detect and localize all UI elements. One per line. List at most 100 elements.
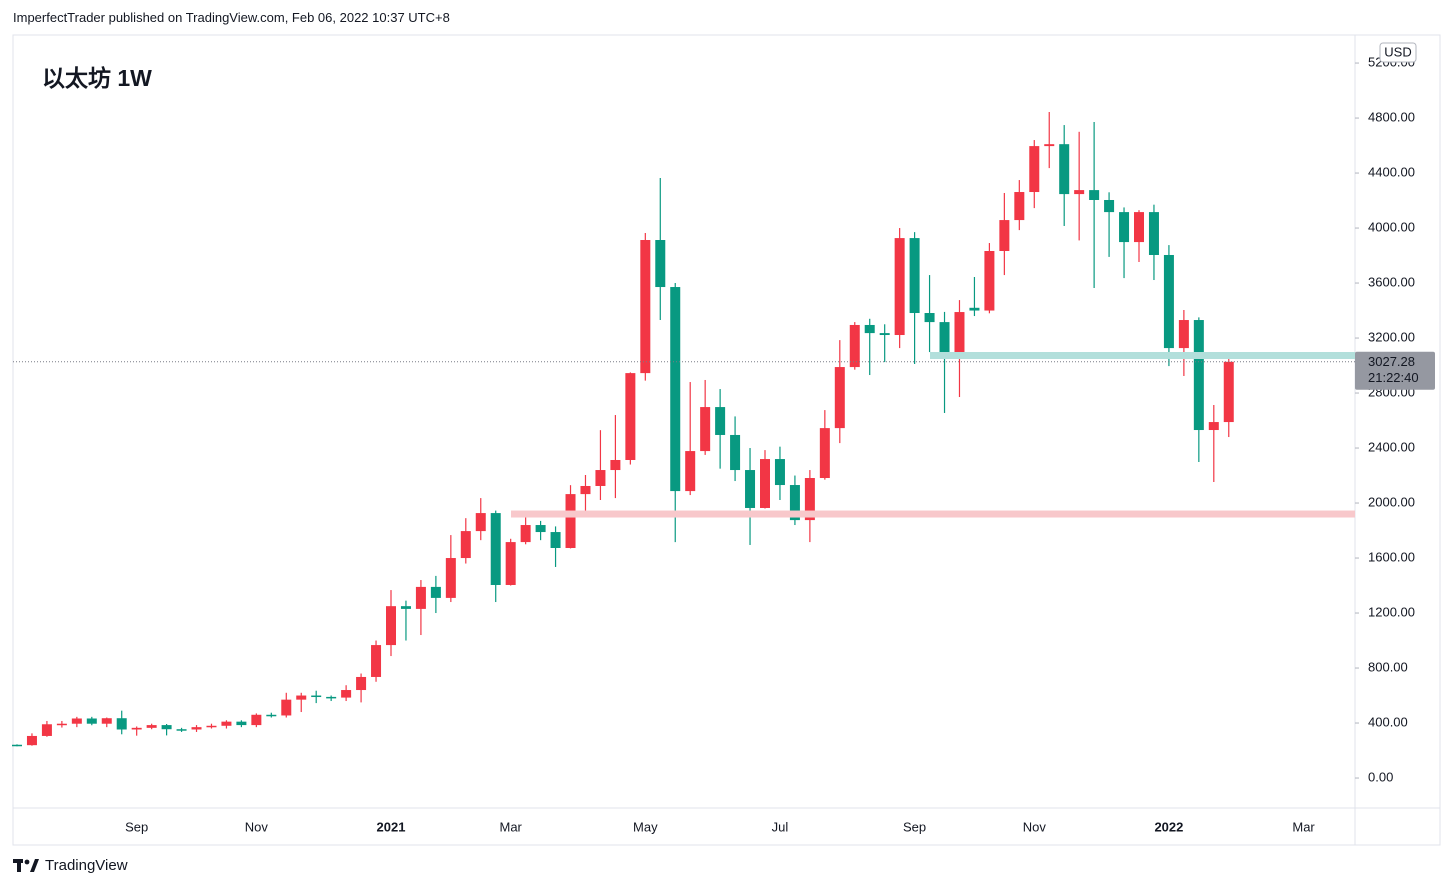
candle-body (116, 718, 127, 730)
candle-body (191, 727, 202, 730)
candle-body (715, 407, 726, 435)
candle-body (610, 459, 621, 471)
candle-body (1044, 144, 1055, 147)
candle-body (1104, 199, 1115, 213)
candle-body (804, 478, 815, 521)
candle-body (326, 696, 337, 699)
candle-body (356, 676, 367, 691)
y-tick-label: 3600.00 (1368, 274, 1415, 289)
x-tick-label: Nov (245, 819, 269, 834)
candle-body (146, 725, 157, 728)
candle-body (550, 532, 561, 548)
candle-body (86, 718, 97, 724)
candle-body (1089, 190, 1100, 200)
chart-title: 以太坊 1W (42, 65, 152, 91)
candle-body (834, 367, 845, 429)
candle-body (1163, 254, 1174, 349)
candle-body (41, 724, 52, 736)
candle-body (460, 531, 471, 559)
x-tick-label: Sep (125, 819, 148, 834)
candle-body (864, 324, 875, 334)
candle-body (939, 322, 950, 359)
x-tick-label: 2022 (1154, 819, 1183, 834)
currency-label: USD (1384, 44, 1411, 59)
candle-body (730, 434, 741, 471)
candle-body (954, 312, 965, 359)
candle-body (849, 324, 860, 368)
candle-body (700, 407, 711, 452)
candle-body (445, 558, 456, 598)
y-tick-label: 4000.00 (1368, 219, 1415, 234)
candle-body (12, 744, 22, 747)
candle-body (251, 714, 262, 726)
candle-body (1178, 320, 1189, 349)
candle-body (475, 513, 486, 532)
candle-body (161, 725, 172, 730)
candle-body (1223, 361, 1234, 423)
candle-body (101, 718, 112, 724)
candle-body (311, 695, 322, 698)
candle-body (1148, 212, 1159, 255)
candle-body (386, 606, 396, 646)
brand: TradingView (45, 857, 128, 874)
candle-body (625, 373, 636, 460)
candle-body (71, 718, 82, 724)
candle-body (505, 542, 516, 585)
x-tick-label: Mar (499, 819, 522, 834)
candle-body (236, 721, 247, 726)
y-tick-label: 4800.00 (1368, 109, 1415, 124)
candle-body (400, 606, 411, 609)
candle-body (535, 525, 546, 533)
candle-body (176, 729, 187, 731)
candle-body (999, 220, 1010, 252)
x-tick-label: May (633, 819, 658, 834)
candle-body (879, 333, 890, 336)
candle-body (1119, 212, 1130, 243)
y-tick-label: 0.00 (1368, 769, 1393, 784)
candle-body (520, 525, 531, 543)
countdown-label: 21:22:40 (1368, 370, 1419, 385)
candle-body (655, 240, 666, 288)
candle-body (371, 645, 382, 677)
candle-body (685, 451, 696, 492)
candle-body (909, 238, 920, 314)
candle-body (789, 485, 800, 521)
chart: 以太坊 1W 0.00 400.00 800.00 1200.00 1600.00 200… (12, 34, 1441, 846)
candle-body (819, 428, 830, 479)
candle-body (924, 313, 935, 323)
last-price-label: 3027.28 (1368, 354, 1415, 369)
candle-body (266, 714, 277, 717)
currency-box (1379, 42, 1417, 63)
candle-body (640, 240, 651, 374)
candle-body (1014, 192, 1025, 221)
candle-body (415, 586, 426, 609)
candle-body (1029, 146, 1040, 193)
candle-body (969, 307, 980, 311)
chart-frame (12, 34, 1441, 846)
candle-body (296, 695, 307, 700)
y-tick-label: 1600.00 (1368, 549, 1415, 564)
candle-body (490, 513, 501, 585)
candle-body (430, 586, 441, 598)
candle-body (1059, 144, 1070, 195)
y-tick-label: 4400.00 (1368, 164, 1415, 179)
candle-body (984, 251, 995, 311)
y-tick-label: 800.00 (1368, 659, 1408, 674)
candle-body (580, 485, 591, 495)
byline: ImperfectTrader published on TradingView… (13, 10, 450, 25)
y-tick-label: 2000.00 (1368, 494, 1415, 509)
candle-body (760, 459, 770, 508)
candle-body (1074, 190, 1085, 195)
candle-body (1193, 320, 1204, 431)
y-tick-label: 2400.00 (1368, 439, 1415, 454)
last-price-box (1355, 351, 1435, 390)
x-tick-label: Sep (903, 819, 926, 834)
candle-body (1208, 422, 1219, 431)
price-zone (511, 510, 1355, 518)
candle-body (670, 287, 681, 492)
footer: TradingView (13, 857, 128, 874)
price-zone (930, 352, 1355, 360)
candle-body (894, 238, 905, 336)
y-tick-label: 1200.00 (1368, 604, 1415, 619)
